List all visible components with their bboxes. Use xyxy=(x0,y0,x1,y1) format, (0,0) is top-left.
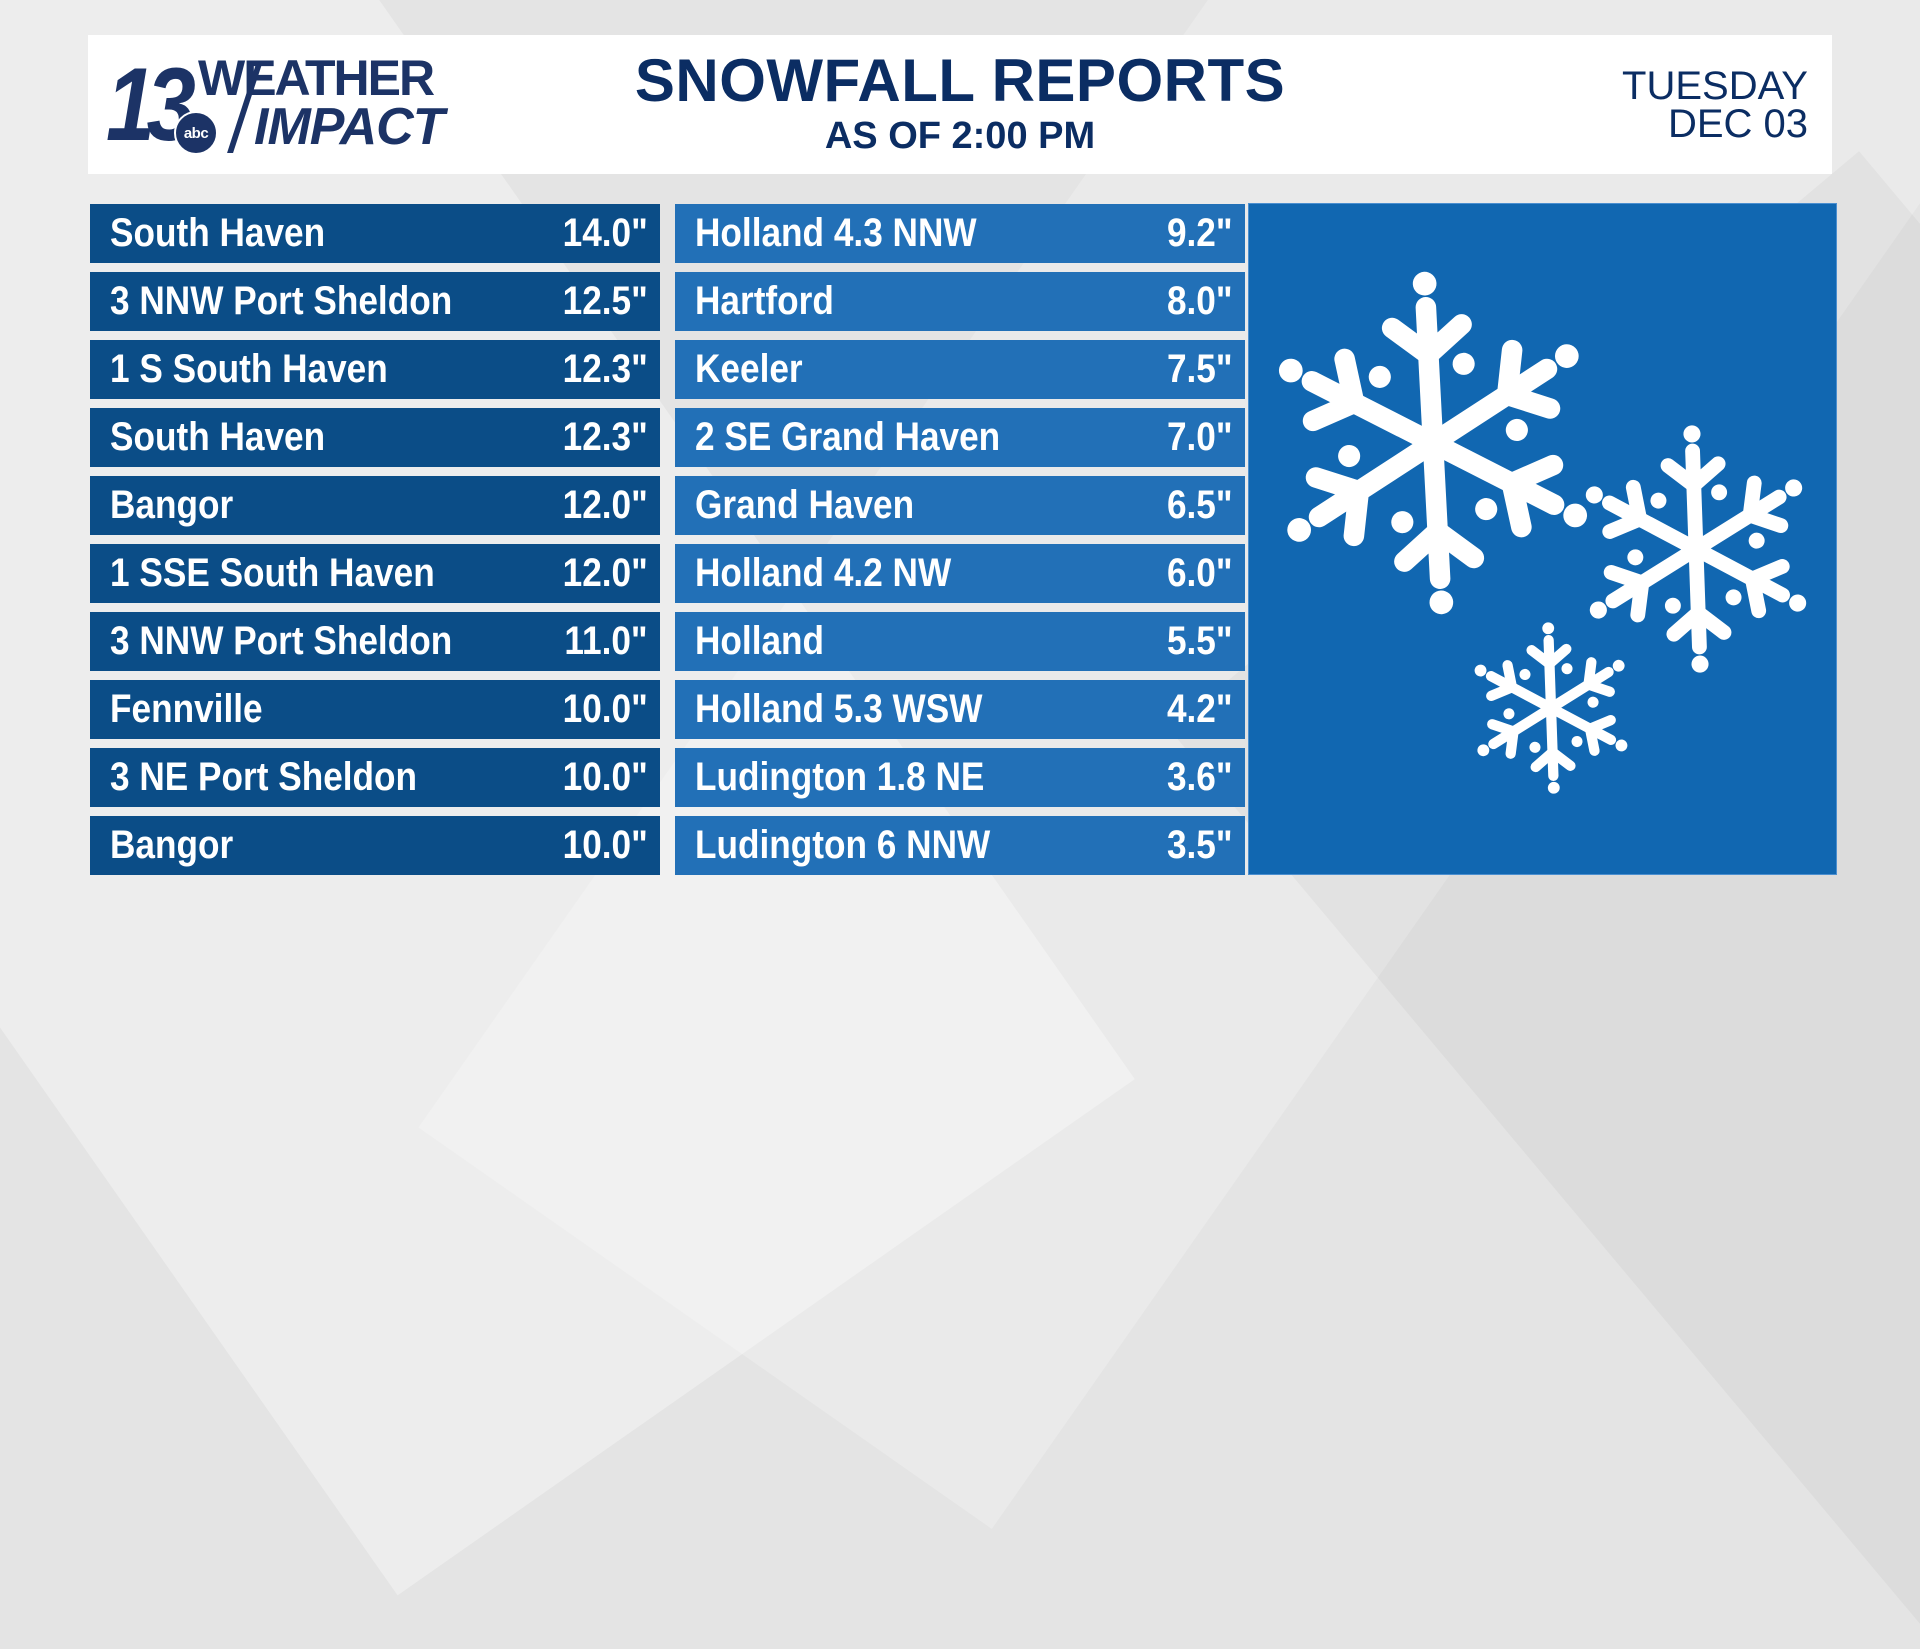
report-row: Holland 4.3 NNW 9.2" xyxy=(675,204,1245,263)
report-amount: 14.0" xyxy=(562,211,648,255)
report-amount: 10.0" xyxy=(562,687,648,731)
day-label: TUESDAY xyxy=(1622,64,1808,108)
report-amount: 3.6" xyxy=(1167,755,1233,799)
report-location: Hartford xyxy=(695,279,834,323)
report-amount: 9.2" xyxy=(1167,211,1233,255)
report-amount: 7.5" xyxy=(1167,347,1233,391)
report-location: 3 NNW Port Sheldon xyxy=(110,279,453,323)
report-amount: 3.5" xyxy=(1167,823,1233,867)
report-location: 2 SE Grand Haven xyxy=(695,415,1001,459)
report-location: Bangor xyxy=(110,823,234,867)
report-location: South Haven xyxy=(110,211,326,255)
report-row: Ludington 6 NNW 3.5" xyxy=(675,816,1245,875)
report-location: Ludington 6 NNW xyxy=(695,823,991,867)
report-location: Holland 4.2 NW xyxy=(695,551,952,595)
report-row: Keeler 7.5" xyxy=(675,340,1245,399)
report-amount: 11.0" xyxy=(564,619,648,663)
date-label: DEC 03 xyxy=(1667,102,1808,146)
report-amount: 12.5" xyxy=(562,279,648,323)
report-location: Holland 4.3 NNW xyxy=(695,211,977,255)
report-row: Bangor 10.0" xyxy=(90,816,660,875)
report-location: Keeler xyxy=(695,347,803,391)
report-location: Fennville xyxy=(110,687,263,731)
report-row: Holland 4.2 NW 6.0" xyxy=(675,544,1245,603)
report-amount: 8.0" xyxy=(1167,279,1233,323)
report-row: 1 S South Haven 12.3" xyxy=(90,340,660,399)
report-amount: 6.0" xyxy=(1167,551,1233,595)
header-bar: 13 abc WEATHER IMPACT SNOWFALL REPORTS A… xyxy=(88,35,1832,174)
report-row: Hartford 8.0" xyxy=(675,272,1245,331)
report-row: 3 NNW Port Sheldon 11.0" xyxy=(90,612,660,671)
report-location: Grand Haven xyxy=(695,483,915,527)
snowflake-graphic-panel xyxy=(1248,203,1837,875)
report-amount: 10.0" xyxy=(562,823,648,867)
report-amount: 10.0" xyxy=(562,755,648,799)
logo-weather-text: WEATHER xyxy=(198,50,435,106)
logo-impact-text: IMPACT xyxy=(254,98,444,156)
report-row: 3 NE Port Sheldon 10.0" xyxy=(90,748,660,807)
title-block: SNOWFALL REPORTS AS OF 2:00 PM xyxy=(88,47,1832,158)
snowflake-medium-icon xyxy=(1568,421,1824,677)
report-location: 1 S South Haven xyxy=(110,347,388,391)
report-location: Bangor xyxy=(110,483,234,527)
report-amount: 12.3" xyxy=(562,415,648,459)
abc-logo-icon: abc xyxy=(174,111,218,155)
snowflakes-icon xyxy=(1249,204,1838,876)
report-row: 2 SE Grand Haven 7.0" xyxy=(675,408,1245,467)
snowflake-small-icon xyxy=(1462,619,1639,796)
report-location: South Haven xyxy=(110,415,326,459)
report-amount: 5.5" xyxy=(1167,619,1233,663)
report-row: Holland 5.5" xyxy=(675,612,1245,671)
report-row: 1 SSE South Haven 12.0" xyxy=(90,544,660,603)
report-amount: 7.0" xyxy=(1167,415,1233,459)
report-location: 1 SSE South Haven xyxy=(110,551,435,595)
report-row: South Haven 12.3" xyxy=(90,408,660,467)
station-logo: 13 abc WEATHER IMPACT xyxy=(106,49,486,161)
report-row: 3 NNW Port Sheldon 12.5" xyxy=(90,272,660,331)
report-location: Holland xyxy=(695,619,825,663)
report-row: Fennville 10.0" xyxy=(90,680,660,739)
page-title: SNOWFALL REPORTS xyxy=(634,47,1286,114)
report-location: 3 NE Port Sheldon xyxy=(110,755,418,799)
report-row: Ludington 1.8 NE 3.6" xyxy=(675,748,1245,807)
report-amount: 6.5" xyxy=(1167,483,1233,527)
report-amount: 12.0" xyxy=(562,483,648,527)
report-row: South Haven 14.0" xyxy=(90,204,660,263)
snowflake-large-icon xyxy=(1253,263,1613,623)
report-amount: 12.0" xyxy=(562,551,648,595)
report-location: Holland 5.3 WSW xyxy=(695,687,983,731)
report-row: Bangor 12.0" xyxy=(90,476,660,535)
report-location: Ludington 1.8 NE xyxy=(695,755,985,799)
report-location: 3 NNW Port Sheldon xyxy=(110,619,453,663)
report-row: Grand Haven 6.5" xyxy=(675,476,1245,535)
page-subtitle: AS OF 2:00 PM xyxy=(824,115,1096,157)
report-row: Holland 5.3 WSW 4.2" xyxy=(675,680,1245,739)
date-block: TUESDAY DEC 03 xyxy=(1622,64,1808,146)
report-amount: 12.3" xyxy=(562,347,648,391)
report-amount: 4.2" xyxy=(1167,687,1233,731)
